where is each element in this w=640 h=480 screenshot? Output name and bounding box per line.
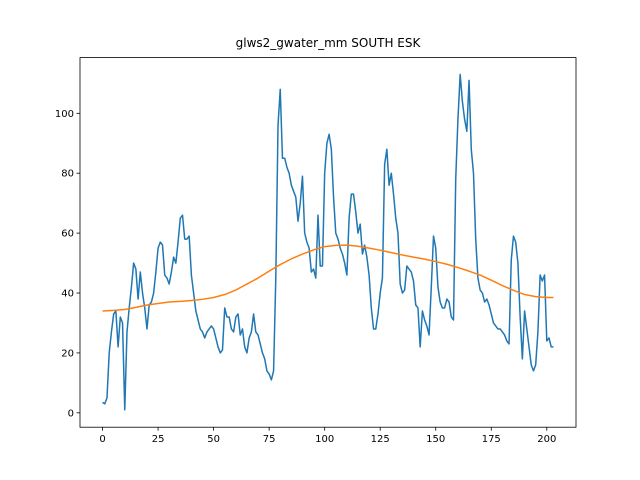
- x-tick-label: 0: [99, 434, 105, 445]
- y-tick-label: 100: [55, 109, 74, 120]
- x-tick-label: 150: [426, 434, 445, 445]
- y-tick-label: 20: [61, 348, 74, 359]
- x-tick-label: 100: [315, 434, 334, 445]
- x-tick-label: 175: [482, 434, 501, 445]
- y-tick-label: 40: [61, 289, 74, 300]
- x-tick-label: 50: [207, 434, 220, 445]
- x-tick-label: 75: [263, 434, 276, 445]
- x-tick-label: 200: [537, 434, 556, 445]
- chart-title: glws2_gwater_mm SOUTH ESK: [236, 36, 422, 50]
- y-tick-label: 0: [68, 408, 74, 419]
- y-tick-label: 60: [61, 229, 74, 240]
- y-tick-label: 80: [61, 169, 74, 180]
- data-line: [102, 244, 554, 312]
- data-line: [102, 73, 554, 411]
- x-tick-label: 125: [371, 434, 390, 445]
- plot-frame: [79, 57, 577, 428]
- x-tick-label: 25: [152, 434, 165, 445]
